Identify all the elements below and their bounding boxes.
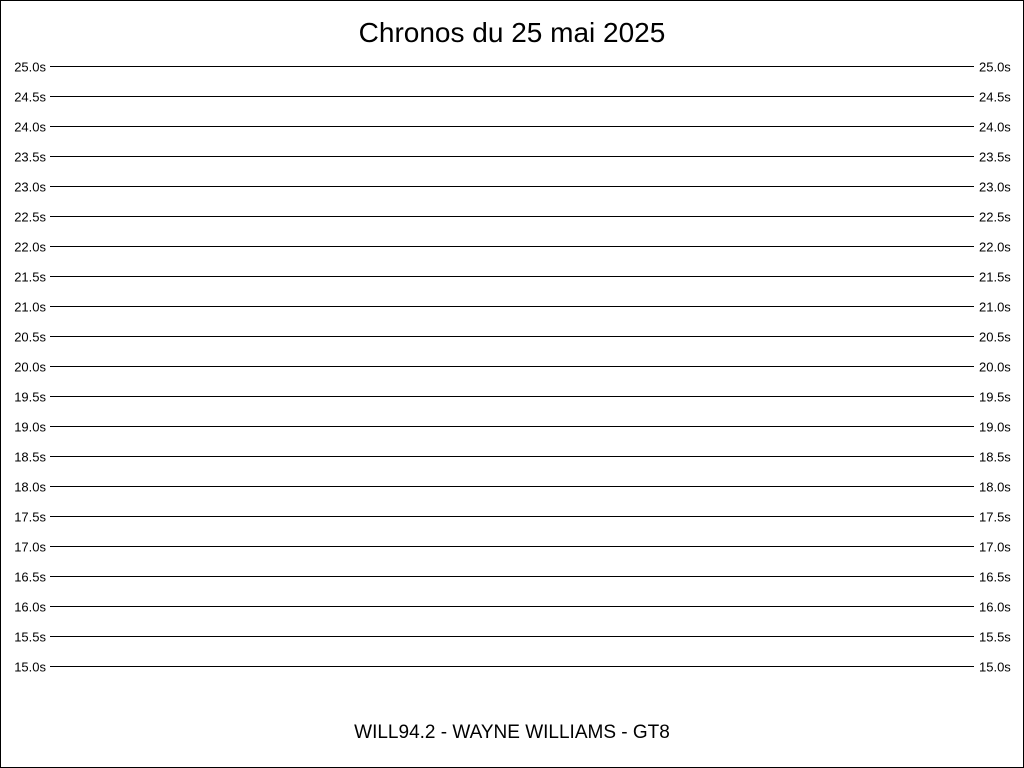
y-tick-label-right: 15.0s: [979, 660, 1011, 675]
y-tick-label-left: 20.5s: [14, 330, 46, 345]
y-tick-label-left: 22.5s: [14, 210, 46, 225]
y-tick-label-left: 18.5s: [14, 450, 46, 465]
y-tick-label-right: 20.0s: [979, 360, 1011, 375]
y-tick-label-right: 22.0s: [979, 240, 1011, 255]
y-tick-label-right: 23.5s: [979, 150, 1011, 165]
y-tick-label-left: 21.5s: [14, 270, 46, 285]
y-tick-label-right: 16.5s: [979, 570, 1011, 585]
y-tick-label-right: 16.0s: [979, 600, 1011, 615]
y-tick-label-right: 25.0s: [979, 60, 1011, 75]
y-tick-label-right: 15.5s: [979, 630, 1011, 645]
y-tick-label-right: 18.0s: [979, 480, 1011, 495]
y-tick-label-left: 21.0s: [14, 300, 46, 315]
y-tick-label-left: 24.5s: [14, 90, 46, 105]
chart-caption: WILL94.2 - WAYNE WILLIAMS - GT8: [354, 722, 670, 743]
y-tick-label-left: 17.5s: [14, 510, 46, 525]
y-tick-label-left: 20.0s: [14, 360, 46, 375]
y-tick-label-left: 17.0s: [14, 540, 46, 555]
y-tick-label-left: 15.0s: [14, 660, 46, 675]
y-tick-label-right: 17.5s: [979, 510, 1011, 525]
y-tick-label-right: 20.5s: [979, 330, 1011, 345]
y-tick-label-left: 15.5s: [14, 630, 46, 645]
y-tick-label-left: 23.5s: [14, 150, 46, 165]
y-tick-label-right: 24.0s: [979, 120, 1011, 135]
chart-title: Chronos du 25 mai 2025: [358, 17, 666, 48]
y-tick-label-left: 25.0s: [14, 60, 46, 75]
y-tick-label-left: 18.0s: [14, 480, 46, 495]
y-tick-label-right: 19.0s: [979, 420, 1011, 435]
y-tick-label-right: 19.5s: [979, 390, 1011, 405]
y-tick-label-left: 19.5s: [14, 390, 46, 405]
y-tick-label-left: 16.5s: [14, 570, 46, 585]
y-tick-label-right: 17.0s: [979, 540, 1011, 555]
y-tick-label-right: 21.5s: [979, 270, 1011, 285]
y-tick-label-left: 22.0s: [14, 240, 46, 255]
y-tick-label-left: 16.0s: [14, 600, 46, 615]
y-tick-label-right: 23.0s: [979, 180, 1011, 195]
y-tick-label-right: 21.0s: [979, 300, 1011, 315]
y-tick-label-right: 22.5s: [979, 210, 1011, 225]
y-tick-label-left: 23.0s: [14, 180, 46, 195]
y-tick-label-right: 18.5s: [979, 450, 1011, 465]
y-tick-label-left: 24.0s: [14, 120, 46, 135]
y-tick-label-right: 24.5s: [979, 90, 1011, 105]
y-tick-label-left: 19.0s: [14, 420, 46, 435]
